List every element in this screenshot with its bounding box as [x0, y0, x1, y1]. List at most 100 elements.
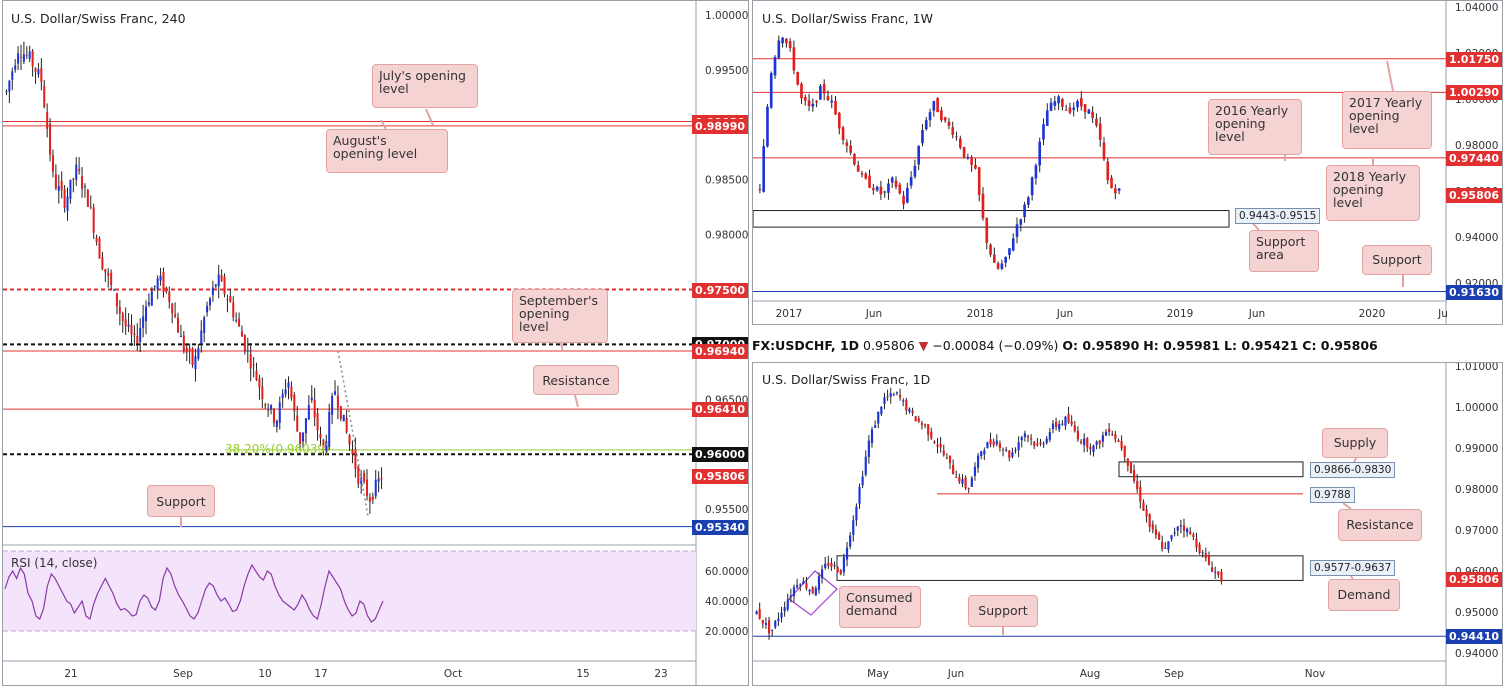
h4-candle [275, 420, 278, 428]
weekly-candle [1008, 248, 1011, 255]
weekly-candle [1091, 111, 1094, 118]
h4-rsi-tick-label: 20.0000 [705, 626, 748, 638]
weekly-x-tick-label: Ju [1437, 308, 1448, 320]
weekly-price-label: 0.91630 [1446, 284, 1502, 300]
weekly-candle [1110, 177, 1113, 188]
h4-candle [176, 317, 180, 333]
daily-candle [958, 477, 961, 482]
weekly-candle [860, 173, 864, 175]
h4-candle [60, 181, 63, 190]
daily-candle [1033, 441, 1036, 447]
daily-candle [1192, 534, 1195, 537]
h4-candle [281, 393, 284, 399]
h4-candle [118, 307, 121, 314]
h4-candle [191, 348, 194, 365]
h4-candle [365, 479, 369, 496]
weekly-candle [837, 112, 841, 129]
h4-candle [272, 409, 275, 423]
annotation-july-opening: July's opening level [372, 64, 478, 108]
h4-candle [40, 68, 43, 82]
daily-candle [1117, 440, 1120, 442]
annotation-support-area: Support area [1249, 230, 1319, 272]
h4-candle [46, 112, 49, 129]
annotation-pointer [1386, 60, 1394, 92]
weekly-candle [856, 165, 860, 172]
h4-y-tick-label: 0.98500 [705, 175, 748, 187]
daily-candle [1011, 452, 1014, 457]
daily-candle [1123, 445, 1126, 458]
daily-candle [1061, 423, 1064, 425]
h4-candle [66, 196, 69, 212]
h4-candle [302, 432, 305, 442]
daily-y-tick-label: 0.95000 [1455, 607, 1498, 619]
daily-candle [830, 563, 833, 567]
daily-candle [1039, 442, 1042, 444]
weekly-candle [894, 180, 898, 187]
daily-candle [895, 392, 899, 394]
h4-candle [179, 335, 182, 337]
h4-candle [174, 314, 177, 317]
info-open: O: 0.95890 [1062, 338, 1140, 353]
h4-candle [351, 449, 354, 455]
info-change: −0.00084 (−0.09%) [932, 338, 1059, 353]
weekly-candle [1076, 101, 1079, 108]
h4-candle [287, 382, 290, 388]
weekly-candle [962, 146, 966, 158]
h4-candle [142, 316, 145, 328]
h4-candle [185, 347, 188, 353]
h4-candle [28, 51, 31, 59]
h4-candle [57, 185, 60, 191]
daily-candle [1026, 435, 1030, 438]
daily-candle [767, 620, 771, 634]
h4-candle [322, 440, 325, 450]
daily-candle [1176, 526, 1179, 531]
h4-rsi-tick-label: 40.0000 [705, 596, 748, 608]
weekly-support-zone-label: 0.9443-0.9515 [1235, 208, 1321, 224]
h4-candle [290, 386, 293, 398]
daily-candle [961, 479, 964, 484]
daily-candle [1045, 438, 1048, 443]
h4-y-tick-label: 0.98000 [705, 230, 748, 242]
annotation-demand: Demand [1328, 579, 1400, 611]
h4-candle [107, 272, 110, 276]
h4-candle [86, 189, 89, 207]
daily-candle [939, 443, 942, 448]
h4-candle [22, 54, 25, 62]
daily-candle [914, 416, 917, 422]
annotation-pointer [380, 119, 387, 130]
info-last: 0.95806 [863, 338, 915, 353]
rsi-label: RSI (14, close) [11, 556, 98, 570]
weekly-candle [785, 38, 788, 44]
weekly-price-label: 1.01750 [1446, 51, 1502, 67]
weekly-x-tick-label: 2020 [1359, 308, 1386, 320]
weekly-candle [1072, 107, 1076, 110]
info-close: C: 0.95806 [1302, 338, 1378, 353]
weekly-candle [989, 244, 992, 255]
daily-candle [945, 457, 948, 459]
weekly-y-tick-label: 1.04000 [1455, 2, 1498, 14]
h4-x-tick-label: 23 [654, 668, 667, 680]
weekly-candle [940, 110, 943, 121]
daily-candle [1051, 423, 1055, 430]
h4-candle [208, 298, 212, 306]
weekly-candle [1011, 238, 1015, 251]
h4-candle [153, 285, 156, 287]
h4-candle [197, 348, 200, 359]
daily-y-tick-label: 1.00000 [1455, 402, 1498, 414]
daily-candle [758, 609, 761, 619]
weekly-candle [1015, 224, 1019, 237]
h4-candle [211, 287, 214, 295]
annotation-pointer [1342, 502, 1352, 510]
daily-candle [1154, 529, 1158, 536]
h4-candle [34, 68, 37, 72]
weekly-candle [841, 127, 845, 141]
daily-candle [789, 595, 792, 597]
daily-candle [1079, 441, 1083, 443]
h4-candle [150, 291, 153, 306]
weekly-candle [803, 96, 807, 101]
weekly-price-label: 0.97440 [1446, 150, 1502, 166]
weekly-candle [853, 154, 856, 165]
weekly-candle [947, 121, 951, 126]
h4-candle [296, 415, 299, 432]
h4-candle [95, 237, 98, 242]
